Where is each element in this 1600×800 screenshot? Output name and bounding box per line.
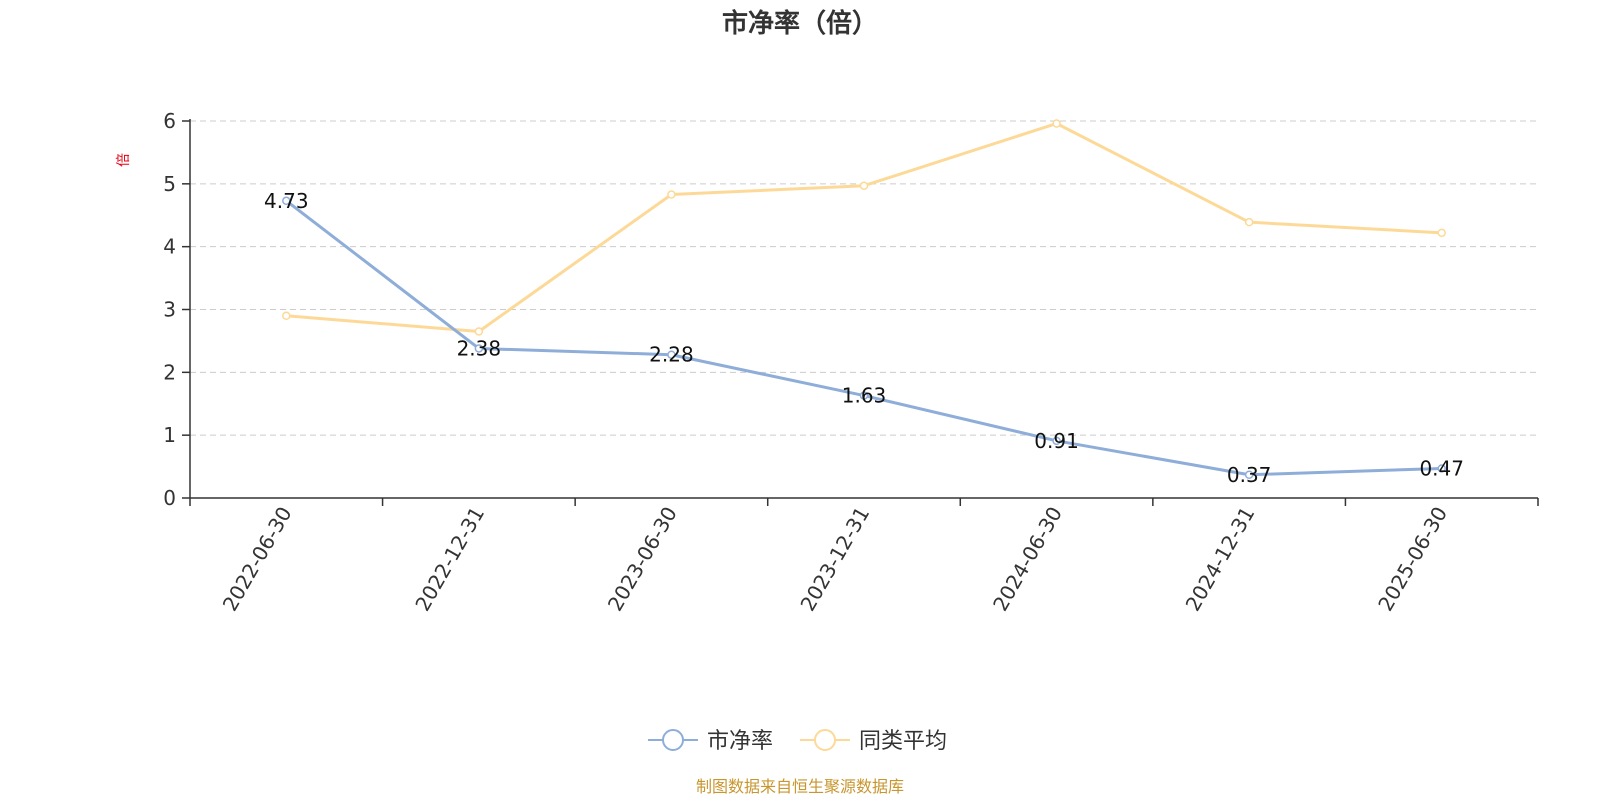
series-1-point	[1052, 119, 1061, 128]
y-tick-label: 2	[163, 360, 176, 384]
legend[interactable]: 市净率 同类平均	[648, 729, 947, 754]
series-1-point	[474, 327, 484, 336]
x-tick-label: 2024-06-30	[988, 503, 1067, 616]
x-tick-label: 2024-12-31	[1181, 503, 1260, 616]
data-label-pb: 0.37	[1227, 463, 1272, 487]
legend-item-pb[interactable]: 市净率	[648, 729, 773, 754]
y-axis-unit-label: 倍	[116, 153, 132, 167]
data-label-pb: 2.28	[649, 343, 694, 367]
series-0-point	[474, 344, 484, 353]
x-tick-label: 2023-12-31	[795, 503, 874, 616]
x-tick-label: 2025-06-30	[1373, 503, 1452, 616]
series-1-point	[1437, 228, 1446, 238]
legend-item-peer-average[interactable]: 同类平均	[800, 729, 947, 754]
data-label-pb: 1.63	[842, 384, 887, 408]
series-0-point	[1437, 464, 1446, 473]
y-tick-label: 5	[163, 172, 176, 196]
data-labels: 4.73 2.38 2.28 1.63 0.91 0.37 0.47	[264, 189, 1464, 487]
y-tick-label: 3	[163, 298, 176, 322]
series-1-point	[667, 190, 676, 199]
series-0-point	[1052, 436, 1061, 446]
x-tick-label: 2022-06-30	[218, 503, 297, 616]
series-0-point	[282, 196, 291, 206]
x-tick-label: 2022-12-31	[410, 503, 489, 616]
y-tick-label: 1	[163, 423, 176, 447]
data-label-pb: 0.47	[1419, 456, 1464, 480]
y-tick-label: 4	[163, 235, 176, 259]
x-tick-label: 2023-06-30	[603, 503, 682, 616]
legend-peer-circle-icon	[814, 729, 836, 751]
legend-pb-label: 市净率	[707, 729, 773, 754]
data-label-pb: 4.73	[264, 189, 309, 213]
data-label-pb: 2.38	[457, 336, 502, 360]
y-tick-label: 6	[163, 109, 176, 133]
legend-pb-circle-icon	[662, 729, 684, 751]
series-0-point	[667, 350, 676, 359]
series-lines	[282, 119, 1446, 480]
y-tick-label: 0	[163, 486, 176, 510]
series-0-point	[859, 391, 869, 400]
series-1-point	[859, 181, 869, 190]
data-label-pb: 0.91	[1034, 429, 1079, 453]
data-source-note: 制图数据来自恒生聚源数据库	[696, 777, 904, 796]
series-0-point	[1244, 470, 1254, 480]
series-1-point	[282, 311, 291, 321]
legend-peer-label: 同类平均	[859, 729, 947, 754]
series-1-point	[1244, 217, 1254, 227]
chart-title: 市净率（倍）	[722, 8, 878, 39]
series-line-1	[286, 122, 1442, 333]
